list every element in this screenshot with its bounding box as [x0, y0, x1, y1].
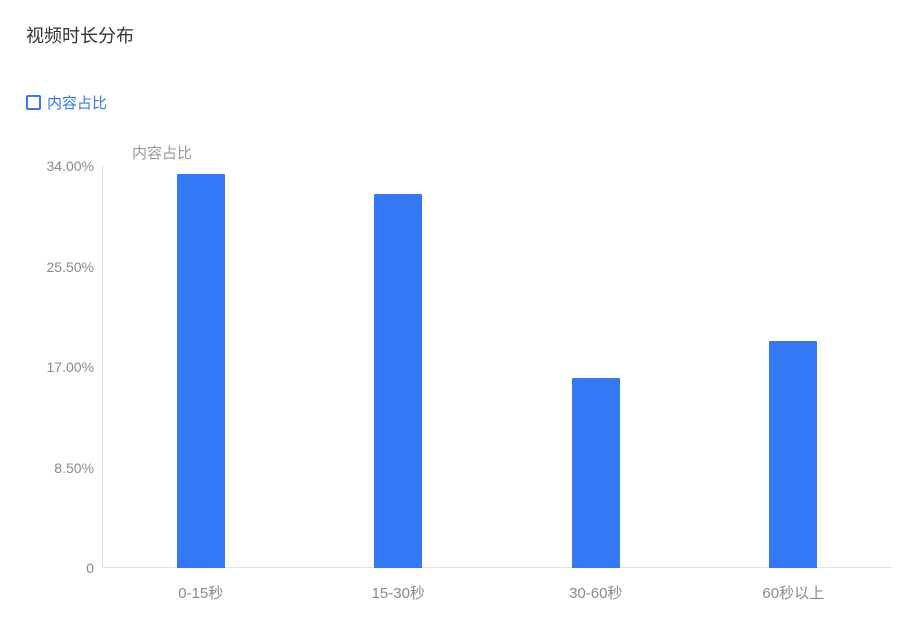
bars-container: 0-15秒15-30秒30-60秒60秒以上 [102, 166, 892, 568]
y-tick-label: 17.00% [24, 359, 94, 375]
bar[interactable] [374, 194, 422, 568]
bar[interactable] [572, 378, 620, 568]
bar-slot: 0-15秒 [102, 166, 300, 568]
y-tick-label: 34.00% [24, 158, 94, 174]
legend-swatch-icon [26, 95, 41, 110]
x-tick-label: 0-15秒 [178, 582, 223, 603]
chart-area: 内容占比 08.50%17.00%25.50%34.00% 0-15秒15-30… [24, 140, 896, 612]
series-label: 内容占比 [132, 142, 192, 163]
y-tick-label: 8.50% [24, 460, 94, 476]
bar[interactable] [177, 174, 225, 568]
x-tick-label: 60秒以上 [762, 582, 824, 603]
bar-slot: 30-60秒 [497, 166, 695, 568]
bar-slot: 60秒以上 [695, 166, 893, 568]
legend-label: 内容占比 [47, 92, 107, 113]
bar[interactable] [769, 341, 817, 568]
y-tick-label: 25.50% [24, 259, 94, 275]
plot-area: 0-15秒15-30秒30-60秒60秒以上 [102, 166, 892, 568]
x-tick-label: 30-60秒 [569, 582, 622, 603]
bar-slot: 15-30秒 [300, 166, 498, 568]
y-axis-labels: 08.50%17.00%25.50%34.00% [24, 166, 94, 568]
y-tick-label: 0 [24, 560, 94, 576]
x-tick-label: 15-30秒 [372, 582, 425, 603]
chart-title: 视频时长分布 [26, 22, 134, 48]
legend[interactable]: 内容占比 [26, 92, 107, 113]
